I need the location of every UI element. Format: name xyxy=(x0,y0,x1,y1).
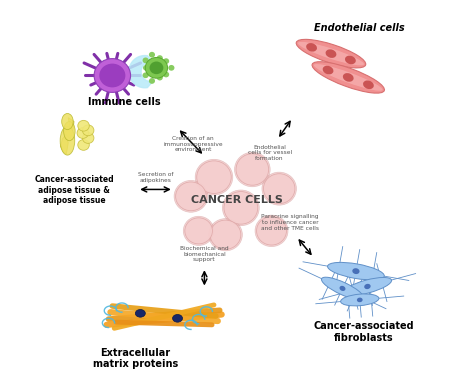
Ellipse shape xyxy=(82,133,94,143)
Ellipse shape xyxy=(255,215,288,246)
Ellipse shape xyxy=(94,59,130,92)
Ellipse shape xyxy=(183,216,214,246)
Ellipse shape xyxy=(149,62,164,74)
Ellipse shape xyxy=(321,277,364,300)
Ellipse shape xyxy=(264,174,295,204)
Text: Endothelial cells: Endothelial cells xyxy=(314,23,405,33)
Text: Extracellular
matrix proteins: Extracellular matrix proteins xyxy=(93,348,178,370)
Ellipse shape xyxy=(364,284,371,289)
Text: Endothelial
cells for vessel
formation: Endothelial cells for vessel formation xyxy=(247,144,292,161)
Ellipse shape xyxy=(224,192,258,224)
Ellipse shape xyxy=(176,182,206,211)
Polygon shape xyxy=(61,118,74,154)
Ellipse shape xyxy=(82,125,94,136)
Ellipse shape xyxy=(236,154,269,185)
Ellipse shape xyxy=(195,159,233,195)
Ellipse shape xyxy=(343,278,392,296)
Ellipse shape xyxy=(136,310,146,317)
Ellipse shape xyxy=(262,172,296,205)
Ellipse shape xyxy=(62,114,73,130)
Ellipse shape xyxy=(60,126,75,155)
Ellipse shape xyxy=(157,55,163,61)
Ellipse shape xyxy=(352,268,360,274)
Ellipse shape xyxy=(323,66,333,74)
Ellipse shape xyxy=(314,64,383,91)
Ellipse shape xyxy=(298,42,364,65)
Ellipse shape xyxy=(306,43,317,52)
Text: Paracrine signalling
to influence cancer
and other TME cells: Paracrine signalling to influence cancer… xyxy=(261,214,319,231)
Polygon shape xyxy=(129,55,153,88)
Ellipse shape xyxy=(78,139,89,150)
Ellipse shape xyxy=(341,294,379,306)
Ellipse shape xyxy=(143,72,149,78)
Text: Immune cells: Immune cells xyxy=(88,97,160,107)
Text: Secretion of
adipokines: Secretion of adipokines xyxy=(138,172,173,183)
Ellipse shape xyxy=(163,72,169,77)
Ellipse shape xyxy=(326,49,337,58)
Ellipse shape xyxy=(157,75,163,80)
Text: Biochemical and
biomechanical
support: Biochemical and biomechanical support xyxy=(180,246,229,262)
Ellipse shape xyxy=(235,152,270,187)
Ellipse shape xyxy=(343,73,354,82)
Ellipse shape xyxy=(222,190,259,226)
Text: Cancer-associated
fibroblasts: Cancer-associated fibroblasts xyxy=(313,321,414,343)
Text: Creation of an
immunosuppressive
environment: Creation of an immunosuppressive environ… xyxy=(163,136,223,152)
Ellipse shape xyxy=(99,64,125,87)
Ellipse shape xyxy=(174,181,208,212)
Ellipse shape xyxy=(168,65,174,71)
Ellipse shape xyxy=(64,122,75,141)
Ellipse shape xyxy=(328,263,384,280)
Ellipse shape xyxy=(143,65,149,71)
Ellipse shape xyxy=(197,161,231,193)
Ellipse shape xyxy=(163,58,169,64)
Ellipse shape xyxy=(149,52,155,58)
Ellipse shape xyxy=(77,128,89,139)
Text: CANCER CELLS: CANCER CELLS xyxy=(191,195,283,205)
Ellipse shape xyxy=(143,57,149,63)
Ellipse shape xyxy=(210,220,241,249)
Ellipse shape xyxy=(173,315,182,322)
Ellipse shape xyxy=(296,39,366,68)
Ellipse shape xyxy=(363,80,374,89)
Text: Cancer-associated
adipose tissue &
adipose tissue: Cancer-associated adipose tissue & adipo… xyxy=(34,175,114,205)
Ellipse shape xyxy=(345,56,356,64)
Ellipse shape xyxy=(339,286,346,291)
Ellipse shape xyxy=(149,78,155,84)
Ellipse shape xyxy=(357,298,363,302)
Ellipse shape xyxy=(312,62,384,93)
Ellipse shape xyxy=(146,57,168,78)
Ellipse shape xyxy=(78,121,89,131)
Ellipse shape xyxy=(209,219,242,251)
Ellipse shape xyxy=(256,217,286,245)
Ellipse shape xyxy=(185,218,212,244)
